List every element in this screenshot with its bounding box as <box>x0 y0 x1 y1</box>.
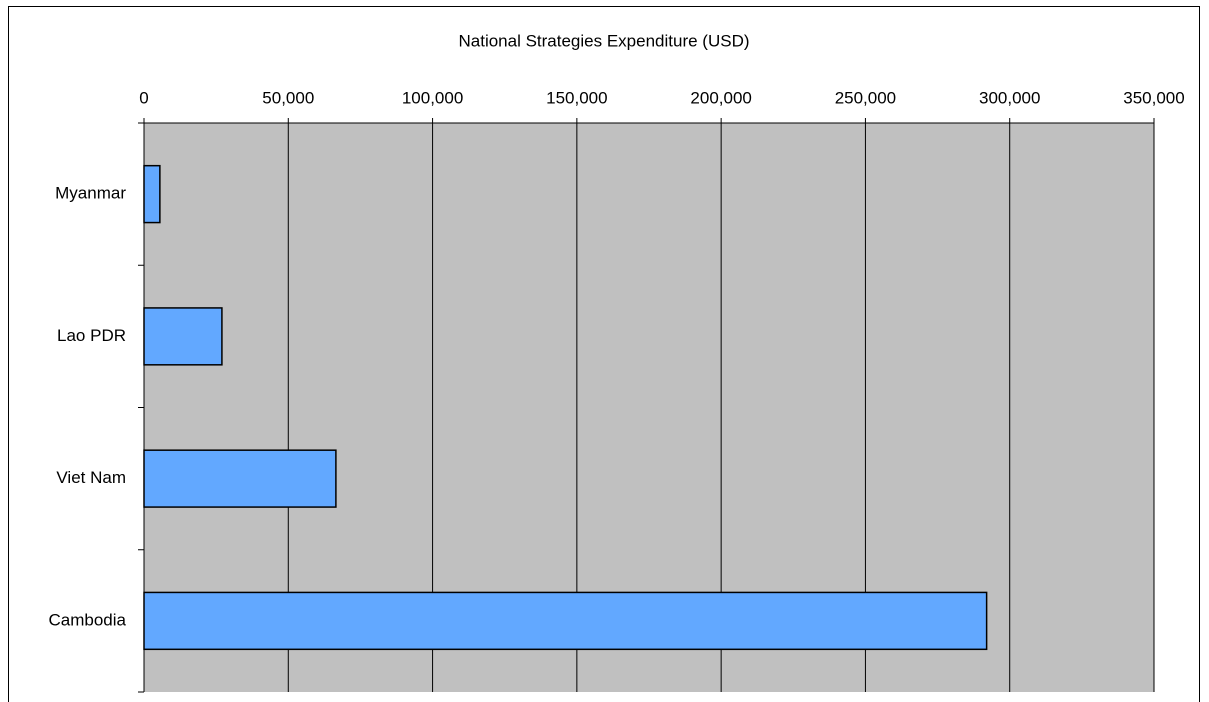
x-tick-label: 200,000 <box>690 88 751 107</box>
y-tick-label: Myanmar <box>55 184 126 203</box>
bar <box>143 164 161 224</box>
x-tick-label: 350,000 <box>1123 88 1184 107</box>
y-tick-label: Lao PDR <box>57 326 126 345</box>
chart-title: National Strategies Expenditure (USD) <box>458 31 749 50</box>
x-tick-label: 300,000 <box>979 88 1040 107</box>
bar <box>143 591 988 651</box>
y-tick-label: Viet Nam <box>56 468 126 487</box>
bar <box>143 449 337 508</box>
y-tick-label: Cambodia <box>49 610 127 629</box>
bar <box>143 307 223 366</box>
x-tick-label: 150,000 <box>546 88 607 107</box>
x-tick-label: 100,000 <box>402 88 463 107</box>
x-tick-label: 250,000 <box>835 88 896 107</box>
x-tick-label: 0 <box>139 88 148 107</box>
x-tick-label: 50,000 <box>262 88 314 107</box>
